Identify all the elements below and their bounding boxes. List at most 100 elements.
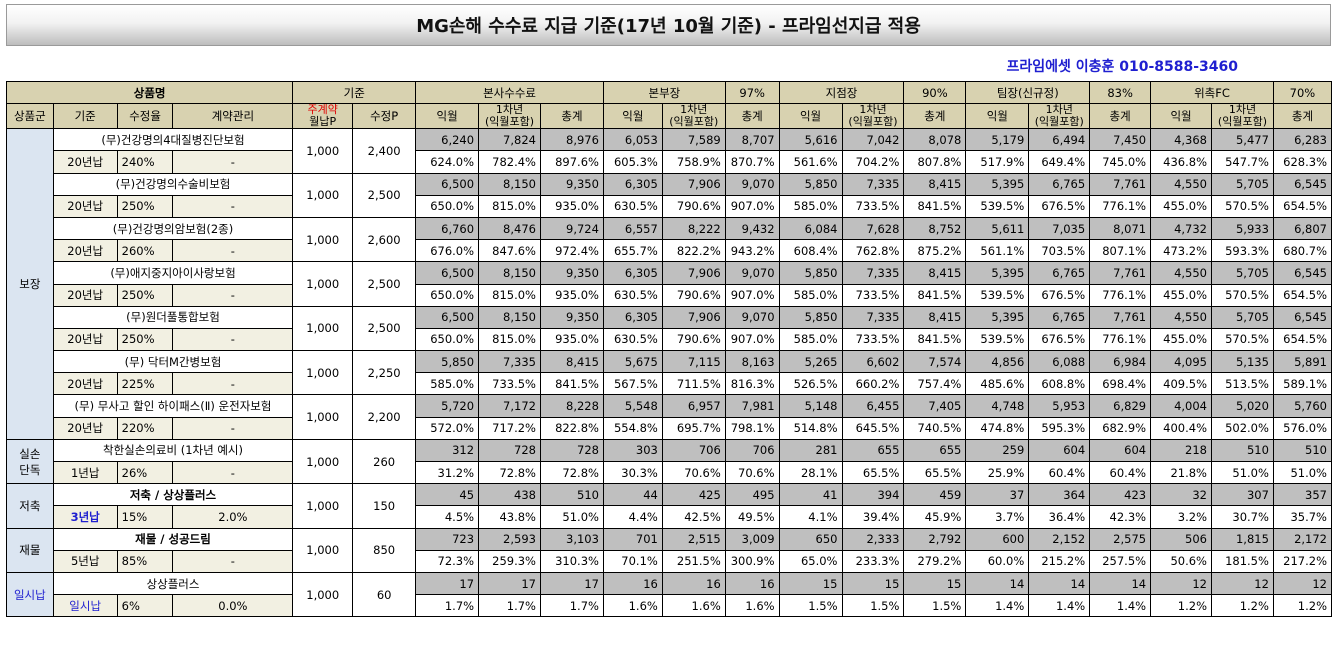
percent-cell: 567.5% (602, 372, 663, 396)
percent-cell: 676.5% (1028, 194, 1091, 218)
amount-cell: 706 (661, 438, 726, 463)
amount-cell: 17 (539, 571, 604, 596)
amount-cell: 510 (1211, 438, 1274, 463)
percent-cell: 300.9% (724, 549, 780, 573)
contract-management: - (172, 150, 294, 174)
amount-cell: 2,593 (478, 527, 541, 551)
amount-cell: 4,550 (1150, 261, 1212, 285)
percent-cell: 513.5% (1211, 372, 1274, 396)
corrected-premium: 2,200 (352, 394, 417, 440)
percent-cell: 585.0% (415, 372, 480, 396)
amount-cell: 8,415 (903, 305, 967, 329)
amount-cell: 7,035 (1028, 216, 1091, 241)
percent-cell: 233.3% (841, 549, 905, 573)
percent-cell: 70.6% (724, 460, 780, 485)
amount-cell: 6,500 (415, 261, 480, 285)
percent-cell: 822.8% (539, 416, 604, 440)
monthly-premium: 1,000 (292, 261, 354, 307)
amount-cell: 14 (1089, 571, 1152, 596)
contract-management: - (172, 283, 294, 307)
amount-cell: 6,283 (1272, 128, 1333, 152)
percent-cell: 654.5% (1272, 283, 1333, 307)
table-row: 20년납 220% -572.0% 717.2% 822.8% 554.8% 695.7% 7… (7, 416, 1333, 440)
percent-cell: 585.0% (778, 194, 843, 218)
percent-cell: 676.5% (1028, 327, 1091, 352)
corrected-premium: 2,400 (352, 128, 417, 174)
percent-cell: 935.0% (539, 327, 604, 352)
amount-cell: 15 (903, 571, 967, 596)
amount-cell: 364 (1028, 483, 1091, 507)
table-row: 20년납 225% - 585.0% 733.5% 841.5% 567.5% 711.5% 8… (7, 372, 1333, 396)
percent-cell: 745.0% (1089, 150, 1152, 174)
amount-cell: 728 (478, 438, 541, 463)
table-row: 20년납 260% - 676.0% 847.6% 972.4% 655.7% 822.2% 9… (7, 239, 1333, 263)
amount-cell: 6,500 (415, 172, 480, 196)
header-division-pct: 97% (724, 80, 780, 105)
percent-cell: 841.5% (903, 327, 967, 352)
payment-basis: 20년납 (52, 416, 118, 440)
percent-cell: 576.0% (1272, 416, 1333, 440)
header-team-pct: 83% (1089, 80, 1152, 105)
header-col-iwol: 익월 (778, 103, 843, 130)
table-row: 20년납 250% - 650.0% 815.0% 935.0% 630.5% 790.6% 9… (7, 194, 1333, 218)
percent-cell: 816.3% (724, 372, 780, 396)
percent-cell: 972.4% (539, 239, 604, 263)
percent-cell: 1.5% (778, 594, 843, 618)
correction-rate: 6% (116, 594, 174, 618)
percent-cell: 711.5% (661, 372, 726, 396)
amount-cell: 16 (724, 571, 780, 596)
percent-cell: 733.5% (478, 372, 541, 396)
monthly-premium: 1,000 (292, 216, 354, 263)
product-name: 착한실손의료비 (1차년 예시) (52, 438, 294, 463)
percent-cell: 21.8% (1150, 460, 1212, 485)
amount-cell: 7,172 (478, 394, 541, 418)
amount-cell: 7,906 (661, 172, 726, 196)
percent-cell: 72.8% (478, 460, 541, 485)
amount-cell: 6,500 (415, 305, 480, 329)
percent-cell: 502.0% (1211, 416, 1274, 440)
table-row: 5년납 85% - 72.3% 259.3% 310.3% 70.1% 251.5% 300.9… (7, 549, 1333, 573)
correction-rate: 250% (116, 327, 174, 352)
table-row: 20년납 250% - 650.0% 815.0% 935.0% 630.5% 790.6% 9… (7, 283, 1333, 307)
percent-cell: 608.8% (1028, 372, 1091, 396)
percent-cell: 70.1% (602, 549, 663, 573)
percent-cell: 1.2% (1150, 594, 1212, 618)
amount-cell: 6,305 (602, 305, 663, 329)
amount-cell: 17 (415, 571, 480, 596)
amount-cell: 2,333 (841, 527, 905, 551)
percent-cell: 51.0% (1211, 460, 1274, 485)
percent-cell: 526.5% (778, 372, 843, 396)
product-name: 상상플러스 (52, 571, 294, 596)
percent-cell: 676.5% (1028, 283, 1091, 307)
group-cell: 저축 (6, 483, 54, 529)
table-row: 저축 저축 / 상상플러스 1,000 150 45 438 510 44 425 495 41 39… (6, 483, 1333, 529)
commission-table: 상품명 기준 본사수수료 본부장 97% 지점장 90% 팀장(신규정) 83%… (5, 80, 1333, 618)
amount-cell: 8,415 (903, 172, 967, 196)
percent-cell: 1.6% (724, 594, 780, 618)
percent-cell: 655.7% (602, 239, 663, 263)
percent-cell: 654.5% (1272, 194, 1333, 218)
payment-basis: 20년납 (52, 283, 118, 307)
percent-cell: 1.7% (539, 594, 604, 618)
percent-cell: 595.3% (1028, 416, 1091, 440)
percent-cell: 474.8% (965, 416, 1030, 440)
amount-cell: 6,760 (415, 216, 480, 241)
corrected-premium: 60 (352, 571, 417, 618)
amount-cell: 5,760 (1272, 394, 1333, 418)
amount-cell: 5,850 (415, 350, 480, 374)
percent-cell: 409.5% (1150, 372, 1212, 396)
amount-cell: 5,705 (1211, 172, 1274, 196)
header-col-year1: 1차년 (익월포함) (478, 103, 541, 130)
percent-cell: 570.5% (1211, 283, 1274, 307)
header-col-iwol: 익월 (415, 103, 480, 130)
amount-cell: 5,720 (415, 394, 480, 418)
amount-cell: 5,548 (602, 394, 663, 418)
amount-cell: 8,078 (903, 128, 967, 152)
header-col-basis: 기준 (52, 103, 118, 130)
header-col-iwol: 익월 (965, 103, 1030, 130)
table-row: 보장 (무)건강명의4대질병진단보험 1,000 2,400 6,240 7,824 8,9… (6, 128, 1333, 440)
amount-cell: 32 (1150, 483, 1212, 507)
percent-cell: 43.8% (478, 505, 541, 529)
amount-cell: 506 (1150, 527, 1212, 551)
percent-cell: 585.0% (778, 327, 843, 352)
